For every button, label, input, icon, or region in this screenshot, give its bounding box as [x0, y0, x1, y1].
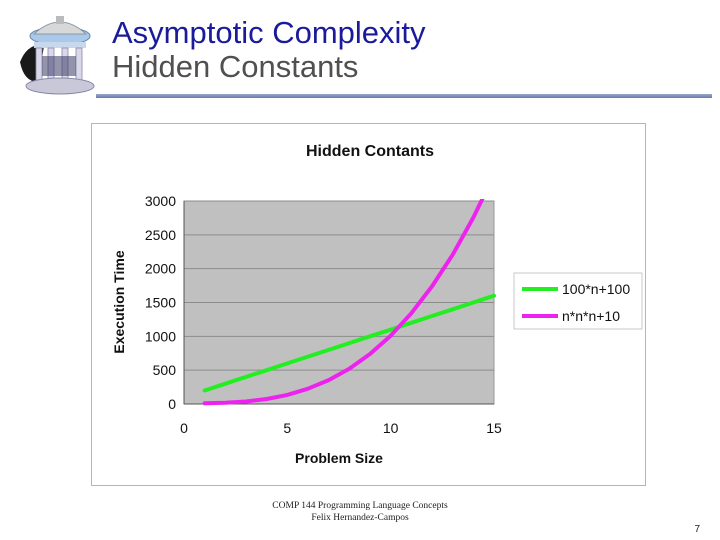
y-tick-label: 3000 [145, 193, 176, 209]
legend-label: 100*n+100 [562, 281, 630, 297]
slide-title: Asymptotic Complexity [112, 15, 426, 50]
x-axis-label: Problem Size [295, 450, 383, 466]
y-tick-label: 2000 [145, 261, 176, 277]
slide-subtitle: Hidden Constants [112, 49, 359, 84]
slide-footer: COMP 144 Programming Language Concepts F… [200, 500, 520, 524]
y-tick-label: 1500 [145, 295, 176, 311]
x-tick-label: 5 [283, 420, 291, 436]
slide-title-block: Asymptotic Complexity Hidden Constants [112, 16, 426, 84]
x-tick-label: 15 [486, 420, 502, 436]
chart-legend: 100*n+100 n*n*n+10 [513, 272, 643, 330]
old-well-icon [14, 12, 98, 100]
axes: 0 500 1000 1500 2000 2500 3000 0 5 10 15 [145, 193, 502, 436]
series-lines [202, 199, 496, 406]
x-tick-label: 10 [383, 420, 399, 436]
hidden-constants-chart: Hidden Contants 0 500 1000 1500 2000 2500 3000… [111, 143, 643, 466]
chart-frame: Hidden Contants 0 500 1000 1500 2000 2500 3000… [91, 123, 646, 486]
y-tick-label: 0 [168, 396, 176, 412]
x-tick-label: 0 [180, 420, 188, 436]
title-divider [96, 94, 712, 98]
legend-box [513, 272, 643, 330]
series-line-cubic [202, 199, 485, 406]
legend-label: n*n*n+10 [562, 308, 620, 324]
page-number: 7 [694, 524, 700, 535]
old-well-logo [14, 12, 98, 100]
y-tick-label: 1000 [145, 328, 176, 344]
series-line-linear [202, 293, 496, 393]
footer-author: Felix Hernandez-Campos [311, 513, 409, 523]
chart-title: Hidden Contants [306, 143, 434, 160]
y-tick-label: 2500 [145, 227, 176, 243]
y-tick-label: 500 [153, 362, 177, 378]
y-axis-label: Execution Time [111, 250, 127, 353]
footer-course: COMP 144 Programming Language Concepts [272, 501, 448, 511]
